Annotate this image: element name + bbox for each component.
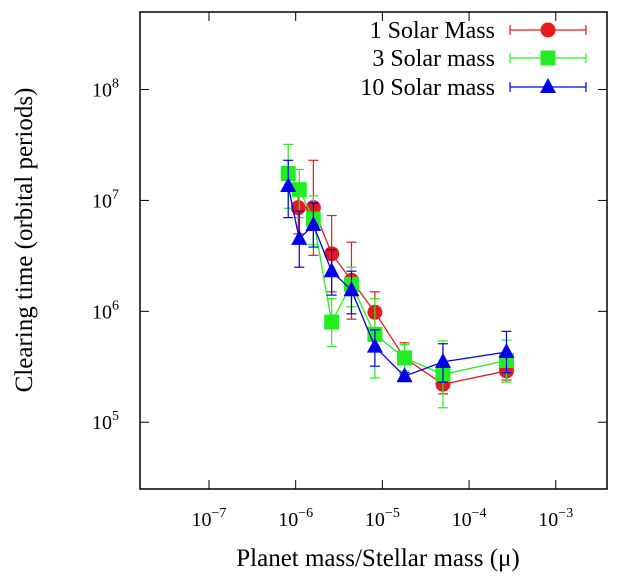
series-line xyxy=(287,173,507,376)
x-tick-label: 10−5 xyxy=(365,506,400,531)
legend-marker xyxy=(540,50,556,66)
data-point xyxy=(324,314,340,330)
x-axis-label: Planet mass/Stellar mass (μ) xyxy=(236,545,520,572)
data-point xyxy=(366,337,383,353)
y-tick-label: 108 xyxy=(92,77,119,102)
legend-marker xyxy=(540,78,556,93)
data-point xyxy=(498,342,515,358)
legend-label: 1 Solar Mass xyxy=(370,18,495,44)
data-point xyxy=(291,182,307,198)
x-tick-label: 10−4 xyxy=(452,506,487,531)
data-point xyxy=(434,352,451,368)
data-series xyxy=(280,143,515,409)
series-triangle xyxy=(280,159,515,383)
legend-label: 3 Solar mass xyxy=(372,46,495,72)
plot-frame xyxy=(139,11,608,490)
data-point xyxy=(280,176,297,192)
y-tick-label: 105 xyxy=(92,409,119,434)
data-point xyxy=(323,262,340,278)
axis-ticks: 10−7 10−6 10−5 10−4 10−3 105 106 107 108 xyxy=(92,12,607,531)
legend-label: 10 Solar mass xyxy=(360,75,495,101)
data-point xyxy=(397,350,413,366)
x-tick-label: 10−6 xyxy=(278,506,313,531)
data-point xyxy=(291,229,308,245)
data-point xyxy=(396,367,413,383)
data-point xyxy=(343,281,360,297)
legend-marker xyxy=(540,22,556,38)
x-tick-label: 10−3 xyxy=(538,506,573,531)
y-tick-label: 106 xyxy=(92,298,119,323)
y-axis-label: Clearing time (orbital periods) xyxy=(11,88,38,393)
y-tick-label: 107 xyxy=(92,187,119,212)
plot-area-border xyxy=(139,11,608,490)
data-point xyxy=(305,216,322,232)
x-tick-label: 10−7 xyxy=(192,506,227,531)
